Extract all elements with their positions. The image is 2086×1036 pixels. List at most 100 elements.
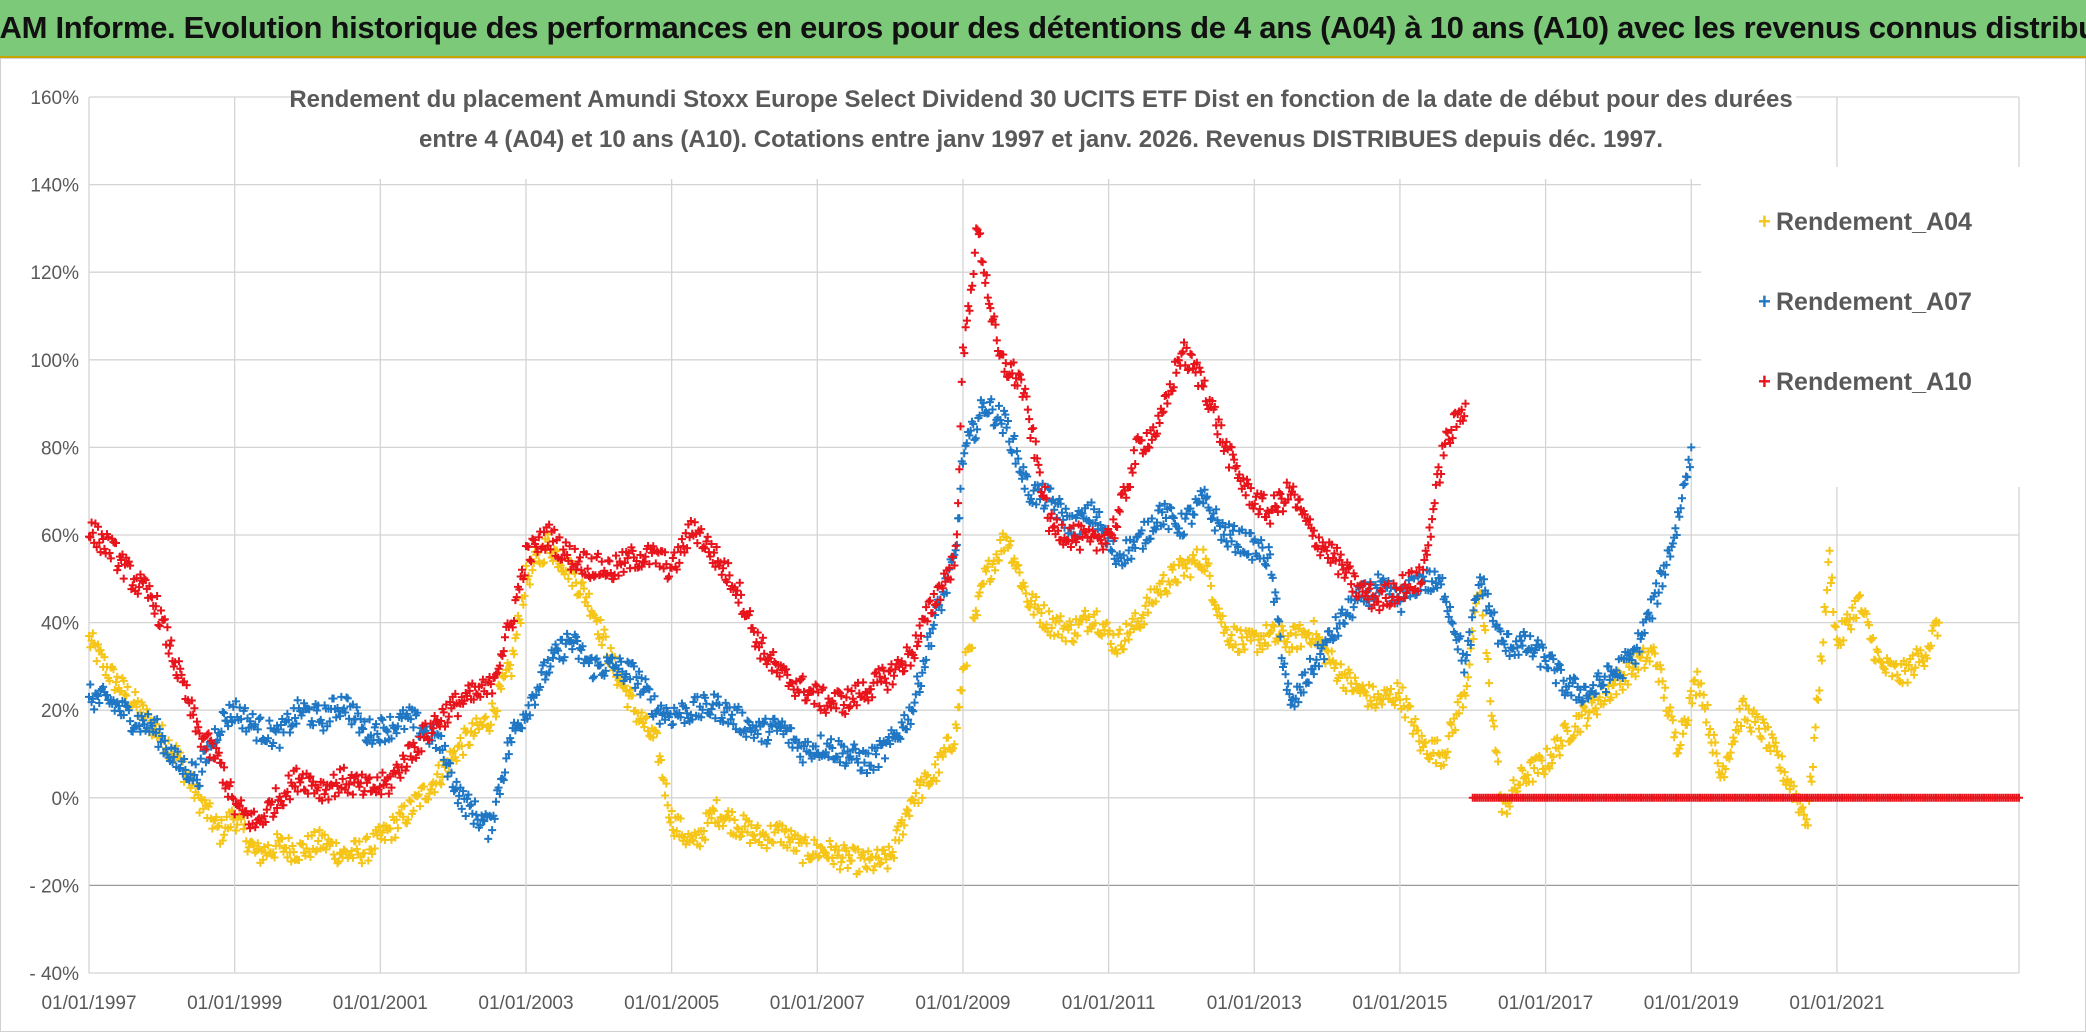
data-point [975,588,984,597]
data-point [834,846,843,855]
data-point [1246,529,1255,538]
data-point [1047,623,1056,632]
data-series [85,224,2023,879]
data-point [1802,815,1811,824]
data-point [332,713,341,722]
data-point [983,562,992,571]
data-point [717,570,726,579]
data-point [1504,629,1513,638]
data-point [455,791,464,800]
data-point [366,731,375,740]
chart-svg: - 40% - 20% 0% 20% 40% 60% 80% 100% 120% 140% 160%… [29,65,2023,1014]
data-point [1687,443,1696,452]
data-point [1686,687,1695,696]
data-point [352,703,361,712]
data-point [1225,520,1234,529]
data-point [1888,672,1897,681]
data-point [363,738,372,747]
data-point [973,611,982,620]
data-point [372,720,381,729]
data-point [352,845,361,854]
data-point [1390,701,1399,710]
data-point [1677,494,1686,503]
data-point [1383,686,1392,695]
data-point [1036,618,1045,627]
data-point [962,316,971,325]
data-point [240,704,249,713]
data-point [1162,514,1171,523]
data-point [1442,753,1451,762]
x-tick-label: 01/01/2007 [770,993,865,1014]
data-point [1106,639,1115,648]
data-point [1066,620,1075,629]
data-point [1316,649,1325,658]
data-point [1239,640,1248,649]
data-point [468,809,477,818]
data-point [1725,754,1734,763]
data-point [205,799,214,808]
data-point [1155,419,1164,428]
data-point [728,710,737,719]
data-point [838,853,847,862]
data-point [1771,738,1780,747]
data-point [273,830,282,839]
data-point [596,660,605,669]
data-point [958,459,967,468]
data-point [392,729,401,738]
data-point [1697,679,1706,688]
data-point [282,844,291,853]
data-point [753,628,762,637]
data-point [1259,631,1268,640]
data-point [283,709,292,718]
data-point [298,840,307,849]
data-point [525,580,534,589]
data-point [1169,513,1178,522]
data-point [662,779,671,788]
data-point [510,650,519,659]
data-point [275,743,284,752]
data-point [1201,554,1210,563]
data-point [843,747,852,756]
data-point [1584,714,1593,723]
data-point [1289,482,1298,491]
data-point [1823,586,1832,595]
data-point [1209,509,1218,518]
data-point [1041,501,1050,510]
data-point [133,696,142,705]
data-point [1523,771,1532,780]
data-point [156,737,165,746]
data-point [1928,626,1937,635]
data-point [1023,405,1032,414]
data-point [719,821,728,830]
data-point [284,715,293,724]
data-point [439,755,448,764]
data-point [1654,588,1663,597]
data-point [258,855,267,864]
data-point [991,420,1000,429]
data-point [744,817,753,826]
data-point [1854,592,1863,601]
data-point [1131,609,1140,618]
data-point [1189,551,1198,560]
data-point [1014,454,1023,463]
data-point [1129,537,1138,546]
data-point [1812,694,1821,703]
data-point [713,692,722,701]
data-point [169,753,178,762]
data-point [1182,564,1191,573]
data-point [269,848,278,857]
x-tick-label: 01/01/1997 [41,993,136,1014]
data-point [1856,591,1865,600]
data-point [292,719,301,728]
data-point [323,722,332,731]
data-point [264,734,273,743]
data-point [1012,447,1021,456]
y-tick-label: 20% [41,701,79,722]
data-point [739,727,748,736]
data-point [1733,718,1742,727]
data-point [1210,600,1219,609]
data-point [160,736,169,745]
data-point [377,834,386,843]
data-point [1505,652,1514,660]
data-point [1308,531,1317,540]
